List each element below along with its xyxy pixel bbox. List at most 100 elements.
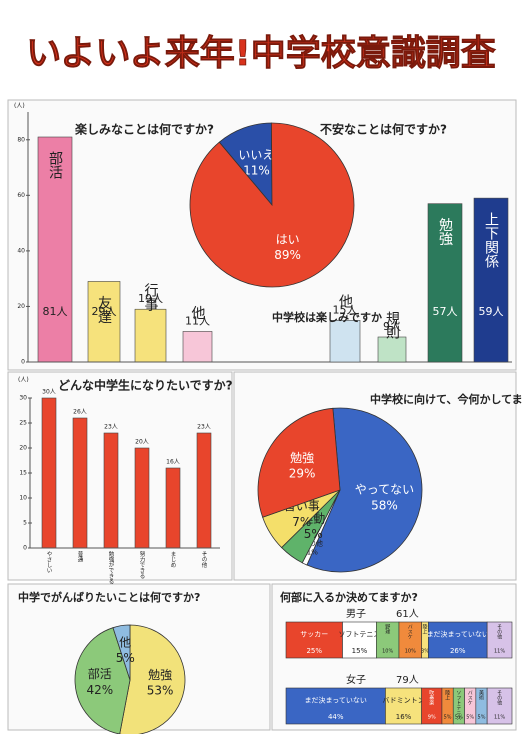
bar	[166, 468, 180, 548]
chart-title: 中学でがんばりたいことは何ですか?	[18, 590, 200, 604]
bar	[73, 418, 87, 548]
y-tick-label: 0	[21, 359, 25, 366]
segment-label: 野球	[384, 623, 390, 634]
row-name: 男子	[346, 608, 366, 620]
value-label: 44%	[328, 713, 344, 721]
chart-title: 楽しみなことは何ですか?	[75, 122, 214, 137]
slice-label: 勉強	[290, 451, 314, 465]
segment-label: まだ決まっていない	[305, 696, 367, 705]
category-label: 部活	[47, 151, 63, 179]
pie-slice	[190, 123, 354, 287]
chart-title: 不安なことは何ですか?	[320, 122, 447, 137]
bar	[183, 331, 212, 362]
bar	[135, 309, 166, 362]
chart-title: どんな中学生になりたいですか?	[58, 378, 233, 393]
axis-unit: (人)	[18, 377, 29, 384]
poster-title: いよいよ来年!中学校意識調査	[26, 34, 496, 74]
x-tick-label: 努力できる	[139, 550, 146, 579]
segment-label: 吹奏楽	[428, 689, 434, 706]
value-label: 57人	[433, 305, 458, 318]
value-label: 9%	[428, 714, 436, 720]
segment-label: バスケ	[467, 690, 473, 705]
slice-label: 部活	[88, 667, 112, 681]
value-label: 3%	[421, 648, 429, 654]
value-label: 25%	[306, 647, 322, 655]
value-label: 15%	[352, 647, 368, 655]
y-tick-label: 20	[19, 445, 27, 452]
value-label: 23人	[104, 424, 118, 431]
value-label: 5%	[478, 714, 486, 720]
segment-label: その他	[496, 624, 502, 640]
bar	[135, 448, 149, 548]
slice-label: いいえ	[238, 148, 274, 162]
value-label: 5%	[455, 714, 463, 720]
poster: いよいよ来年!中学校意識調査 楽しみなことは何ですか? (人) 0 20 40 60 80 部…	[0, 0, 522, 734]
value-label: 10%	[405, 648, 416, 654]
chart-title: 中学校に向けて、今何かしてますか?	[370, 392, 522, 406]
value-label: 5%	[116, 651, 135, 665]
y-tick-label: 20	[17, 303, 25, 310]
value-label: 5%	[444, 714, 452, 720]
segment-label: バドミントン	[382, 697, 424, 705]
bar	[197, 433, 211, 548]
y-tick-label: 60	[17, 192, 25, 199]
value-label: 5%	[304, 527, 323, 541]
value-label: 16人	[166, 459, 180, 466]
x-tick-label: やさしい	[46, 551, 53, 574]
slice-label: はい	[276, 233, 300, 247]
slice-label: やってない	[355, 483, 414, 497]
chart-title: 中学校は楽しみですか	[272, 310, 382, 324]
value-label: 81人	[43, 305, 68, 318]
y-tick-label: 80	[17, 136, 25, 143]
value-label: 11%	[494, 648, 505, 654]
bar	[330, 320, 360, 362]
x-tick-label: その他	[201, 551, 208, 569]
value-label: 16%	[396, 713, 412, 721]
chart-title: 何部に入るか決めてますか?	[280, 590, 418, 604]
y-tick-label: 30	[19, 395, 27, 402]
y-tick-label: 25	[19, 420, 27, 427]
segment-label: バスケ	[407, 624, 413, 639]
value-label: 5%	[466, 714, 474, 720]
segment-label: 美術	[478, 689, 484, 701]
value-label: 30人	[42, 389, 56, 396]
segment-label: 陸上	[444, 689, 450, 700]
x-tick-label: まじめ	[170, 551, 177, 568]
value-label: 89%	[274, 248, 301, 262]
value-label: 23人	[197, 424, 211, 431]
bar	[104, 433, 118, 548]
axis-unit: (人)	[14, 103, 25, 110]
slice-label: 他	[119, 635, 131, 649]
value-label: 20人	[135, 439, 149, 446]
segment-label: ソフトテニス	[338, 631, 380, 639]
slice-label: 勉強	[148, 668, 172, 682]
x-tick-label: 勉強ができる	[108, 550, 115, 585]
x-tick-label: 普通	[77, 550, 84, 564]
value-label: 7%	[292, 515, 311, 529]
y-tick-label: 0	[23, 545, 27, 552]
value-label: 58%	[371, 498, 398, 512]
segment-label: まだ決まっていない	[427, 630, 489, 639]
value-label: 10%	[382, 648, 393, 654]
value-label: 29%	[289, 466, 316, 480]
bar	[42, 398, 56, 548]
segment-label: サッカー	[300, 631, 328, 639]
y-tick-label: 40	[17, 247, 25, 254]
value-label: 11%	[494, 714, 505, 720]
y-tick-label: 5	[23, 520, 27, 527]
segment-label: その他	[496, 690, 502, 706]
bar	[378, 337, 406, 362]
value-label: 53%	[147, 684, 174, 698]
value-label: 9人	[383, 320, 401, 333]
value-label: 26%	[450, 647, 466, 655]
category-label: 上下関係	[483, 212, 499, 268]
row-name: 女子	[346, 673, 366, 686]
value-label: 11人	[185, 314, 210, 327]
value-label: 59人	[479, 305, 504, 318]
y-tick-label: 10	[19, 495, 27, 502]
value-label: 19人	[138, 292, 163, 305]
value-label: 29人	[92, 305, 117, 318]
y-tick-label: 15	[19, 470, 27, 477]
row-total: 79人	[396, 675, 419, 686]
row-total: 61人	[396, 609, 419, 620]
